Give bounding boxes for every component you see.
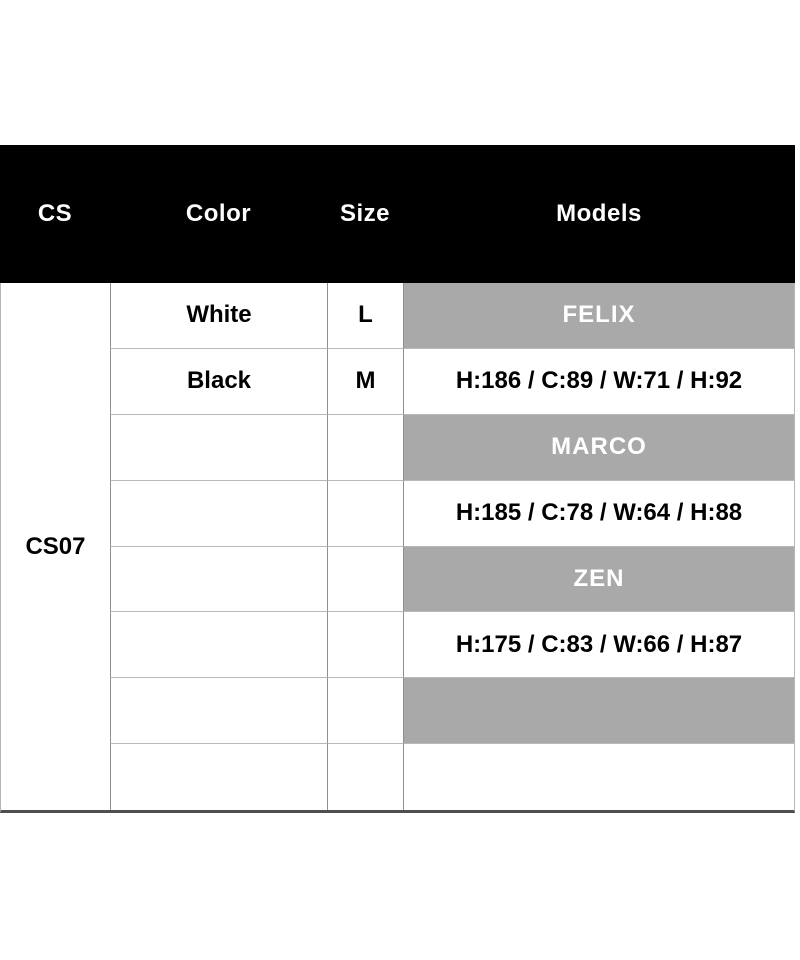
model-name-cell: ZEN <box>403 546 794 613</box>
table-header-row: CS Color Size Models <box>0 145 795 283</box>
model-name-cell: MARCO <box>403 414 794 481</box>
color-cell <box>110 612 327 679</box>
header-cell-models: Models <box>556 200 642 227</box>
model-measurements-cell: H:186 / C:89 / W:71 / H:92 <box>403 348 794 415</box>
model-measurements-cell: H:185 / C:78 / W:64 / H:88 <box>403 480 794 547</box>
header-cell-cs: CS <box>37 200 73 227</box>
size-cell <box>327 480 403 547</box>
color-cell <box>110 678 327 745</box>
model-name-cell: FELIX <box>403 283 794 349</box>
size-cell <box>327 612 403 679</box>
table-body: CS07 White L FELIX Black M H:186 / C:89 … <box>0 283 795 813</box>
size-cell: M <box>327 348 403 415</box>
size-cell: L <box>327 283 403 349</box>
model-measurements-cell <box>403 744 794 810</box>
model-name-cell <box>403 678 794 745</box>
size-chart-table: CS Color Size Models CS07 White L FELIX … <box>0 145 795 813</box>
header-cell-size: Size <box>339 200 391 227</box>
color-cell <box>110 480 327 547</box>
color-cell <box>110 414 327 481</box>
model-measurements-cell: H:175 / C:83 / W:66 / H:87 <box>403 612 794 679</box>
color-cell <box>110 546 327 613</box>
header-cell-color: Color <box>185 200 252 227</box>
color-cell: Black <box>110 348 327 415</box>
size-cell <box>327 744 403 810</box>
size-cell <box>327 414 403 481</box>
size-cell <box>327 678 403 745</box>
cs-code-cell: CS07 <box>1 283 110 810</box>
size-cell <box>327 546 403 613</box>
color-cell <box>110 744 327 810</box>
color-cell: White <box>110 283 327 349</box>
